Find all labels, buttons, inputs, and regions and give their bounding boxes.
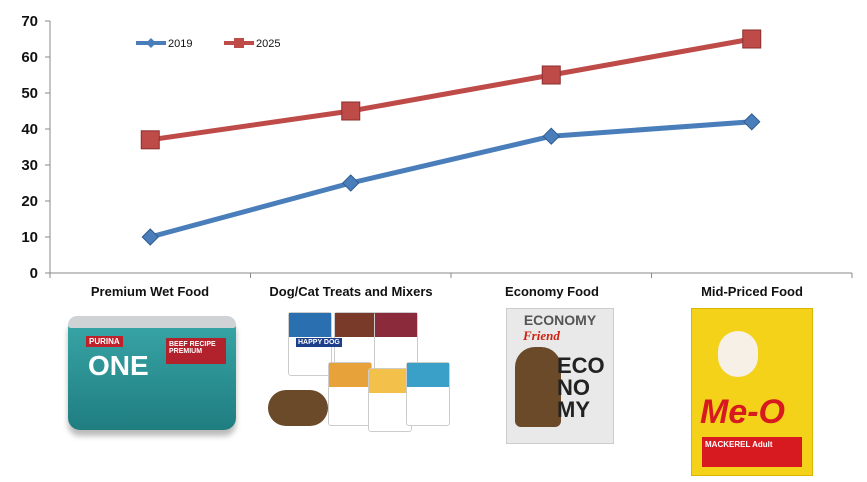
mid-food-brand: Me-O	[700, 393, 785, 431]
data-point-2025	[140, 130, 160, 150]
y-tick-label: 30	[21, 157, 38, 174]
premium-wet-food-image: PURINA ONE BEEF RECIPE PREMIUM	[68, 316, 236, 430]
y-tick-label: 60	[21, 49, 38, 66]
y-tick-label: 50	[21, 85, 38, 102]
legend-label: 2025	[256, 38, 280, 50]
line-chart: 0 10 20 30 40 50 60 70 2019 2025	[21, 13, 853, 282]
data-point-2025	[541, 65, 561, 85]
economy-big-text: ECO NO MY	[557, 353, 605, 422]
treats-image: HAPPY DOG	[268, 312, 450, 437]
category-label: Dog/Cat Treats and Mixers	[269, 284, 433, 299]
economy-food-image: ECONOMY Friend ECO NO MY	[506, 308, 614, 444]
series-line-2025	[149, 36, 753, 143]
legend-label: 2019	[168, 38, 192, 50]
treats-brand: HAPPY DOG	[296, 338, 342, 347]
data-point-2019	[342, 174, 360, 192]
cat-picture	[718, 331, 758, 377]
data-point-2019	[743, 113, 761, 131]
mid-priced-food-image: Me-O MACKEREL Adult	[691, 308, 813, 476]
y-tick-label: 20	[21, 193, 38, 210]
series-line-2019	[149, 119, 752, 240]
can-lid	[68, 316, 236, 328]
y-tick-label: 40	[21, 121, 38, 138]
y-tick-label: 0	[30, 265, 38, 282]
dog-picture	[515, 347, 561, 427]
wet-food-label: BEEF RECIPE PREMIUM	[166, 338, 226, 364]
wet-food-brand: PURINA	[86, 336, 123, 347]
legend-marker-2025	[234, 38, 244, 48]
category-label: Economy Food	[505, 284, 599, 299]
data-point-2019	[542, 127, 560, 145]
data-point-2025	[742, 29, 762, 49]
category-label: Mid-Priced Food	[701, 284, 803, 299]
y-tick-label: 10	[21, 229, 38, 246]
data-point-2019	[141, 228, 159, 246]
economy-title: ECONOMY	[523, 312, 597, 328]
wet-food-name: ONE	[88, 350, 149, 381]
economy-brand: Friend	[523, 328, 560, 343]
legend-marker-2019	[146, 38, 156, 48]
data-point-2025	[341, 101, 361, 121]
mid-food-label: MACKEREL Adult	[702, 437, 802, 467]
category-label: Premium Wet Food	[90, 284, 210, 299]
y-tick-label: 70	[21, 13, 38, 30]
